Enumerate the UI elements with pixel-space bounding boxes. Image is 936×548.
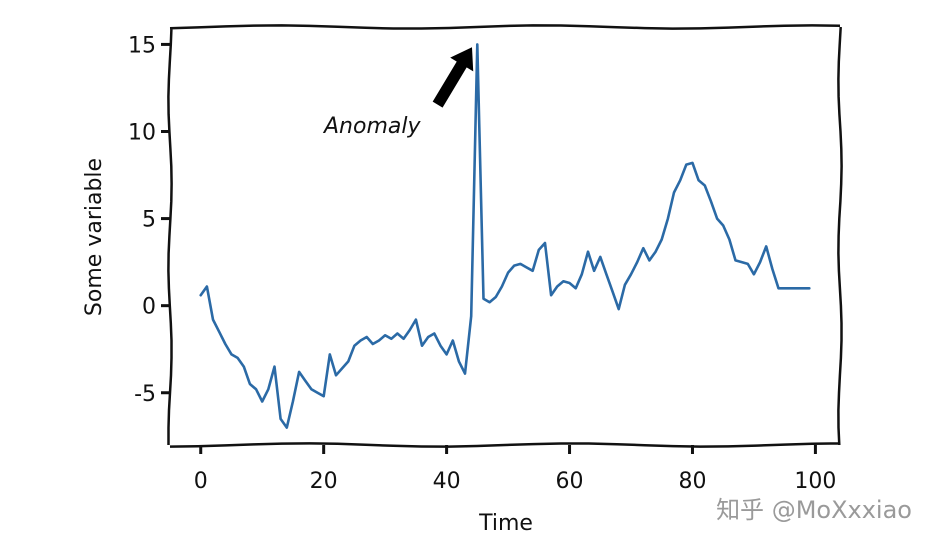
y-tick-label: 5	[142, 208, 156, 233]
x-tick-label: 40	[433, 469, 461, 494]
series-line	[199, 43, 811, 429]
y-axis-label: Some variable	[82, 158, 107, 316]
annotation: Anomaly	[322, 47, 474, 139]
x-tick-label: 0	[194, 469, 208, 494]
plot-frame	[167, 24, 843, 448]
axis-ticks: 0 20 40 60 80 100 -5 0 5 10 15	[128, 33, 836, 494]
x-tick-label: 80	[678, 469, 706, 494]
annotation-label: Anomaly	[322, 114, 421, 139]
watermark: 知乎 @MoXxxiao	[716, 496, 912, 524]
x-axis-label: Time	[478, 511, 533, 536]
y-tick-label: 15	[128, 33, 156, 58]
x-tick-label: 100	[794, 469, 836, 494]
annotation-arrow	[432, 47, 474, 108]
y-tick-label: 10	[128, 121, 156, 146]
x-tick-label: 20	[310, 469, 338, 494]
y-tick-label: -5	[134, 382, 156, 407]
x-tick-label: 60	[556, 469, 584, 494]
y-tick-label: 0	[142, 295, 156, 320]
